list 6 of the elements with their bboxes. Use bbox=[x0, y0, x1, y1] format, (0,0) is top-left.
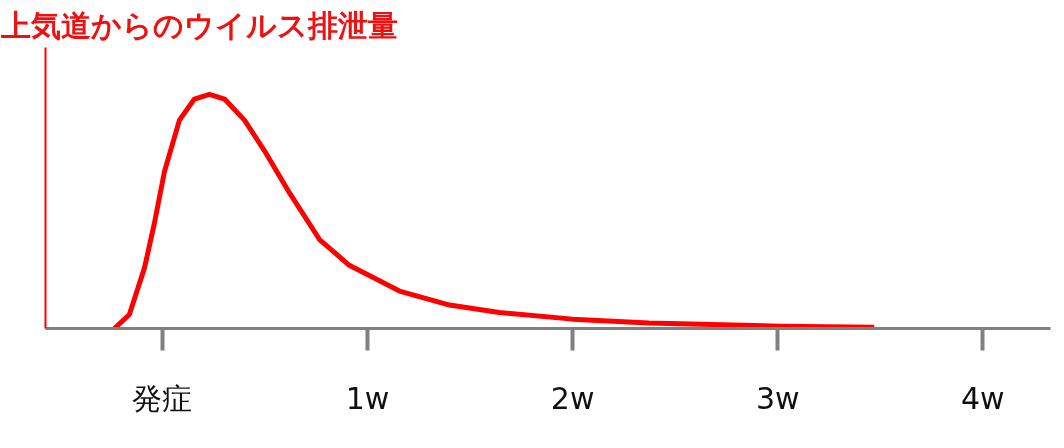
x-tick-label: 発症 bbox=[132, 380, 193, 416]
chart-title: 上気道からのウイルス排泄量 bbox=[0, 7, 398, 43]
x-tick-label: 3w bbox=[755, 380, 800, 416]
x-tick-label: 1w bbox=[345, 380, 390, 416]
x-tick-label: 4w bbox=[961, 380, 1005, 416]
x-tick-label: 2w bbox=[550, 380, 595, 416]
